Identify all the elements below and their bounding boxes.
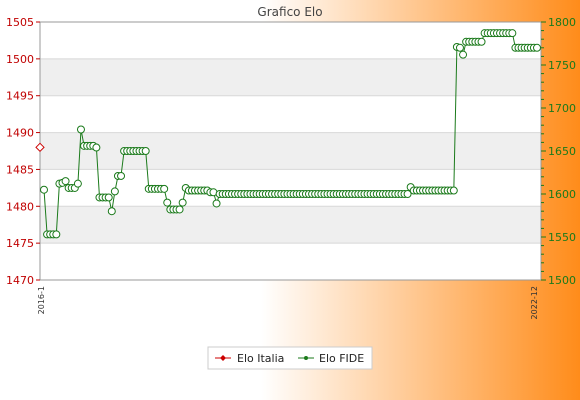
right-tick-label: 1750	[548, 59, 576, 72]
data-point-elo-fide	[449, 186, 458, 195]
left-tick-label: 1490	[6, 127, 34, 140]
data-point-elo-fide	[141, 147, 150, 155]
data-point-elo-italia	[35, 142, 45, 153]
data-point-elo-fide	[533, 43, 541, 52]
right-tick-label: 1800	[548, 16, 576, 29]
data-point-elo-fide	[508, 29, 517, 38]
data-point-elo-fide	[73, 179, 82, 188]
left-tick-label: 1475	[6, 237, 34, 250]
left-tick-label: 1495	[6, 90, 34, 103]
legend-box	[207, 346, 373, 370]
legend-item-elo-fide: Elo FIDE	[298, 352, 364, 365]
legend-marker-elo-fide	[304, 356, 308, 360]
data-point-elo-fide	[163, 198, 172, 207]
data-point-elo-fide	[117, 171, 126, 180]
legend-item-elo-italia: Elo Italia	[215, 352, 284, 365]
grid-band	[40, 58, 541, 96]
data-point-elo-fide	[477, 37, 486, 46]
data-point-elo-fide	[76, 125, 85, 134]
grid-band	[40, 206, 541, 244]
chart-title: Grafico Elo	[257, 5, 322, 19]
series	[35, 29, 541, 239]
data-point-elo-fide	[178, 198, 187, 207]
legend-label-elo-fide: Elo FIDE	[319, 352, 364, 365]
data-point-elo-fide	[61, 177, 70, 186]
data-point-elo-fide	[104, 193, 113, 202]
left-tick-label: 1480	[6, 200, 34, 213]
right-tick-label: 1700	[548, 102, 576, 115]
left-tick-label: 1470	[6, 274, 34, 287]
legend-label-elo-italia: Elo Italia	[237, 352, 284, 365]
data-point-elo-fide	[403, 190, 412, 198]
data-point-elo-fide	[160, 184, 169, 193]
right-tick-label: 1550	[548, 231, 576, 244]
axes: 1470 1475 1480 1485 1490 1495 1500 1505 1500 1550…	[6, 16, 576, 319]
data-point-elo-fide	[92, 143, 101, 152]
data-point-elo-fide	[212, 199, 221, 208]
data-point-elo-fide	[459, 50, 468, 59]
grid-band	[40, 132, 541, 170]
data-point-elo-fide	[52, 230, 61, 239]
x-tick-label: 2016-1	[37, 286, 46, 314]
data-point-elo-fide	[110, 187, 119, 196]
data-point-elo-fide	[175, 205, 184, 214]
data-point-elo-fide	[107, 207, 116, 216]
data-point-elo-fide	[40, 185, 48, 194]
right-tick-label: 1600	[548, 188, 576, 201]
right-tick-label: 1650	[548, 145, 576, 158]
data-point-elo-fide	[455, 43, 464, 52]
legend: Elo Italia Elo FIDE	[207, 346, 373, 370]
left-tick-label: 1500	[6, 53, 34, 66]
x-tick-label: 2022-12	[530, 286, 539, 319]
right-tick-label: 1500	[548, 274, 576, 287]
legend-marker-elo-italia	[220, 355, 226, 361]
left-tick-label: 1485	[6, 163, 34, 176]
left-tick-label: 1505	[6, 16, 34, 29]
plot-area	[39, 21, 542, 281]
